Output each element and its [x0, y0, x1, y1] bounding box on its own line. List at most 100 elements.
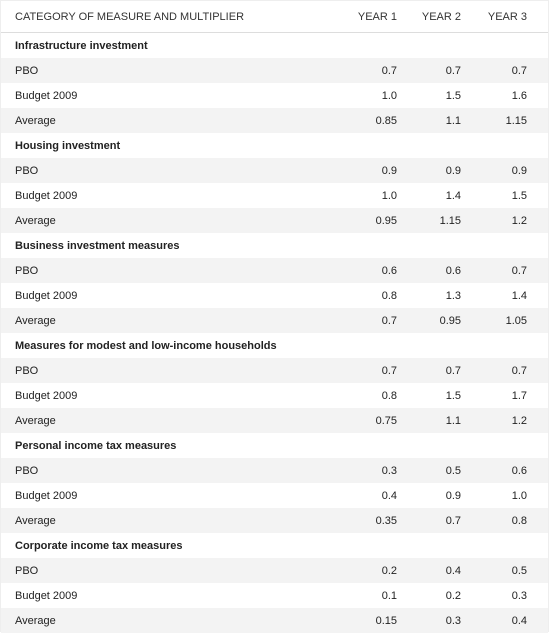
group-title: Business investment measures [15, 239, 180, 252]
value-cell: 0.7 [381, 64, 397, 77]
value-cell: 0.6 [381, 264, 397, 277]
row-label: Budget 2009 [15, 489, 78, 502]
value-cell: 1.05 [505, 314, 527, 327]
group-title-row: Infrastructure investment [1, 33, 548, 58]
value-cell: 0.3 [511, 589, 527, 602]
value-cell: 0.7 [445, 514, 461, 527]
value-cell: 0.7 [381, 364, 397, 377]
value-cell: 0.4 [511, 614, 527, 627]
row-label: Budget 2009 [15, 89, 78, 102]
data-row: Budget 2009 1.0 1.5 1.6 [1, 83, 548, 108]
value-cell: 1.3 [445, 289, 461, 302]
data-row: Budget 2009 1.0 1.4 1.5 [1, 183, 548, 208]
value-cell: 0.6 [511, 464, 527, 477]
row-label: Average [15, 514, 56, 527]
value-cell: 1.2 [511, 414, 527, 427]
data-row: Average 0.75 1.1 1.2 [1, 408, 548, 433]
value-cell: 0.35 [375, 514, 397, 527]
value-cell: 1.0 [381, 189, 397, 202]
value-cell: 0.9 [381, 164, 397, 177]
value-cell: 0.8 [381, 389, 397, 402]
data-row: PBO 0.6 0.6 0.7 [1, 258, 548, 283]
value-cell: 0.2 [381, 564, 397, 577]
value-cell: 0.9 [445, 489, 461, 502]
row-label: PBO [15, 564, 39, 577]
group-title-row: Personal income tax measures [1, 433, 548, 458]
data-row: PBO 0.7 0.7 0.7 [1, 358, 548, 383]
group-title: Measures for modest and low-income house… [15, 339, 277, 352]
group-title: Housing investment [15, 139, 121, 152]
value-cell: 0.4 [445, 564, 461, 577]
value-cell: 1.15 [439, 214, 461, 227]
header-cell: YEAR 3 [487, 10, 527, 23]
row-label: Average [15, 614, 56, 627]
value-cell: 0.7 [511, 264, 527, 277]
value-cell: 0.3 [381, 464, 397, 477]
value-cell: 0.6 [445, 264, 461, 277]
row-label: PBO [15, 364, 39, 377]
row-label: Average [15, 414, 56, 427]
header-cell: YEAR 2 [421, 10, 461, 23]
value-cell: 1.5 [511, 189, 527, 202]
value-cell: 0.7 [445, 364, 461, 377]
data-row: Average 0.35 0.7 0.8 [1, 508, 548, 533]
value-cell: 1.0 [381, 89, 397, 102]
value-cell: 1.6 [511, 89, 527, 102]
value-cell: 0.15 [375, 614, 397, 627]
data-row: PBO 0.9 0.9 0.9 [1, 158, 548, 183]
row-label: Budget 2009 [15, 189, 78, 202]
data-row: Average 0.95 1.15 1.2 [1, 208, 548, 233]
value-cell: 0.4 [381, 489, 397, 502]
data-row: PBO 0.3 0.5 0.6 [1, 458, 548, 483]
value-cell: 1.1 [445, 114, 461, 127]
header-row: CATEGORY OF MEASURE AND MULTIPLIER YEAR 1… [1, 1, 548, 33]
group-title: Infrastructure investment [15, 39, 148, 52]
row-label: Budget 2009 [15, 589, 78, 602]
row-label: Average [15, 214, 56, 227]
row-label: Budget 2009 [15, 389, 78, 402]
value-cell: 0.5 [511, 564, 527, 577]
header-cell: CATEGORY OF MEASURE AND MULTIPLIER [15, 10, 245, 23]
value-cell: 0.7 [445, 64, 461, 77]
value-cell: 1.4 [511, 289, 527, 302]
group-title-row: Corporate income tax measures [1, 533, 548, 558]
data-row: Average 0.85 1.1 1.15 [1, 108, 548, 133]
group-title-row: Business investment measures [1, 233, 548, 258]
value-cell: 1.5 [445, 89, 461, 102]
row-label: Budget 2009 [15, 289, 78, 302]
row-label: PBO [15, 64, 39, 77]
value-cell: 0.75 [375, 414, 397, 427]
value-cell: 0.8 [381, 289, 397, 302]
value-cell: 0.1 [381, 589, 397, 602]
value-cell: 0.3 [445, 614, 461, 627]
value-cell: 0.85 [375, 114, 397, 127]
data-row: Budget 2009 0.4 0.9 1.0 [1, 483, 548, 508]
value-cell: 0.5 [445, 464, 461, 477]
group-title-row: Housing investment [1, 133, 548, 158]
value-cell: 1.15 [505, 114, 527, 127]
value-cell: 0.95 [439, 314, 461, 327]
value-cell: 0.7 [381, 314, 397, 327]
value-cell: 1.2 [511, 214, 527, 227]
group-title: Corporate income tax measures [15, 539, 183, 552]
value-cell: 0.95 [375, 214, 397, 227]
group-title-row: Measures for modest and low-income house… [1, 333, 548, 358]
data-row: Budget 2009 0.8 1.5 1.7 [1, 383, 548, 408]
value-cell: 1.4 [445, 189, 461, 202]
header-cell: YEAR 1 [357, 10, 397, 23]
value-cell: 1.1 [445, 414, 461, 427]
data-row: PBO 0.2 0.4 0.5 [1, 558, 548, 583]
value-cell: 0.9 [445, 164, 461, 177]
data-row: Average 0.15 0.3 0.4 [1, 608, 548, 633]
row-label: PBO [15, 164, 39, 177]
row-label: PBO [15, 464, 39, 477]
row-label: Average [15, 314, 56, 327]
group-title: Personal income tax measures [15, 439, 177, 452]
row-label: PBO [15, 264, 39, 277]
value-cell: 0.7 [511, 364, 527, 377]
value-cell: 1.0 [511, 489, 527, 502]
data-row: Average 0.7 0.95 1.05 [1, 308, 548, 333]
data-row: Budget 2009 0.1 0.2 0.3 [1, 583, 548, 608]
value-cell: 0.2 [445, 589, 461, 602]
